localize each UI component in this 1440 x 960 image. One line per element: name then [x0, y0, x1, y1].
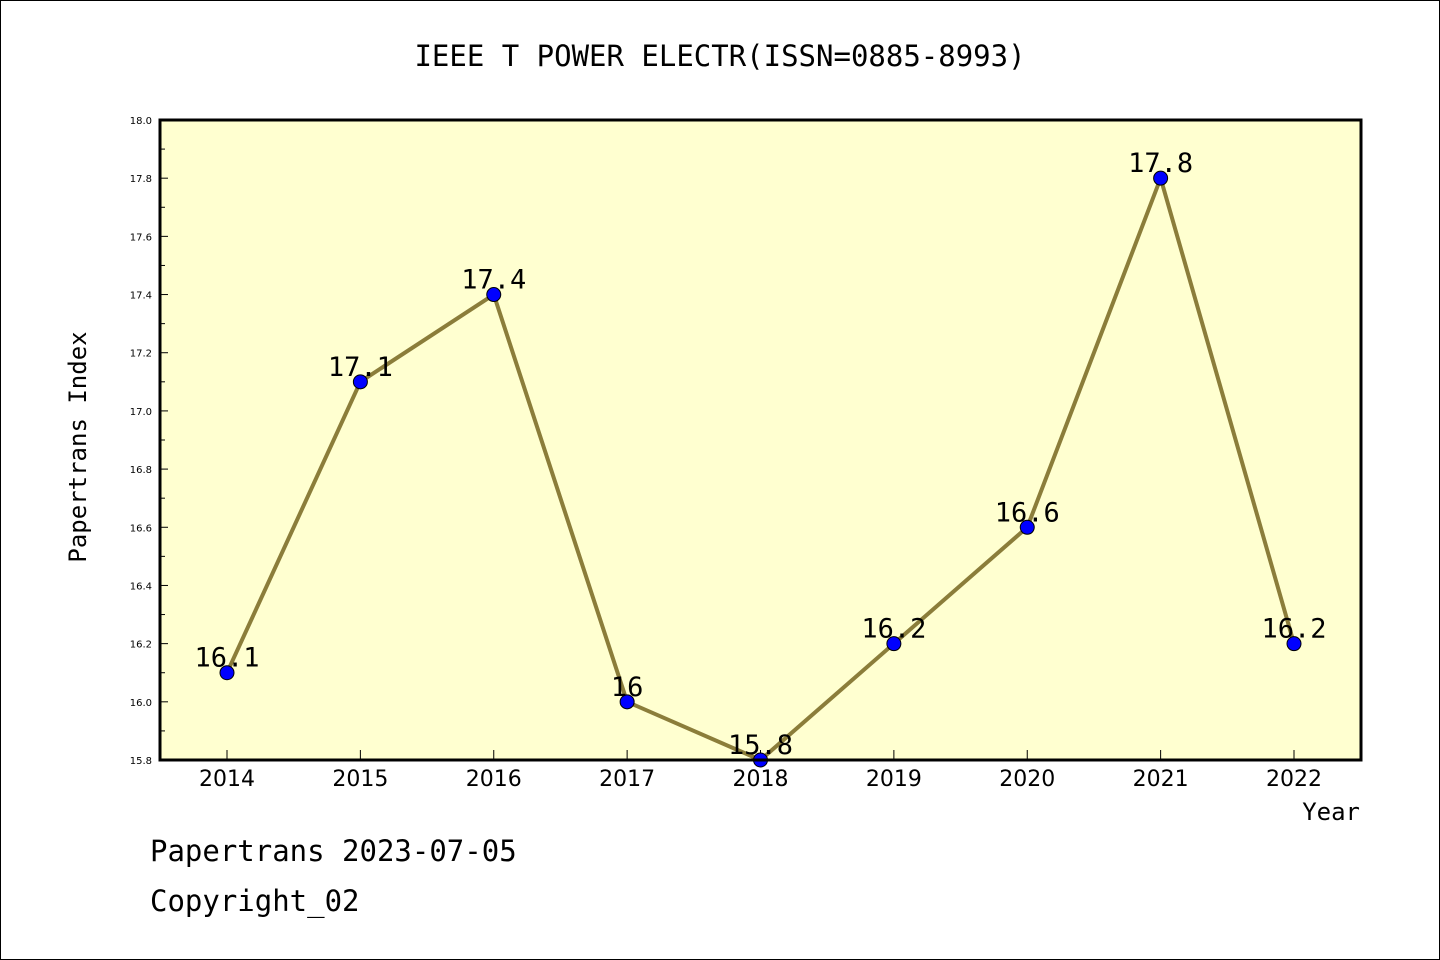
data-points — [219, 170, 1302, 768]
data-label: 17.1 — [328, 352, 393, 383]
x-tick-label: 2019 — [866, 767, 922, 792]
y-axis-label: Papertrans Index — [64, 331, 92, 562]
y-tick-label: 16.2 — [130, 640, 152, 651]
data-label: 16.2 — [1261, 614, 1326, 645]
y-tick-label: 17.6 — [130, 232, 152, 243]
data-label: 17.8 — [1128, 148, 1193, 179]
y-tick-label: 16.4 — [130, 581, 152, 592]
data-label: 16.1 — [194, 643, 259, 674]
y-tick-label: 17.4 — [130, 291, 152, 302]
x-axis: 2014 2015 2016 2017 2018 2019 2020 2021 2022 — [199, 750, 1322, 792]
y-tick-label: 16.0 — [130, 698, 152, 709]
data-point — [1153, 170, 1169, 186]
y-axis: 15.8 16.0 16.2 16.4 16.6 16.8 17.0 17.2 17.4 17.6… — [130, 116, 168, 767]
data-point — [486, 287, 502, 303]
plot-area — [160, 120, 1361, 760]
x-axis-label: Year — [1302, 798, 1360, 826]
y-tick-label: 17.2 — [130, 349, 152, 360]
data-point — [1019, 519, 1035, 535]
y-tick-label: 17.8 — [130, 174, 152, 185]
data-point — [886, 636, 902, 652]
y-tick-label: 18.0 — [130, 116, 152, 127]
data-point — [1286, 636, 1302, 652]
y-tick-label: 16.8 — [130, 465, 152, 476]
data-label: 16.6 — [995, 497, 1060, 528]
chart-title: IEEE T POWER ELECTR(ISSN=0885-8993) — [414, 39, 1025, 73]
footer-copyright: Copyright_02 — [150, 884, 360, 918]
x-tick-label: 2022 — [1266, 767, 1322, 792]
x-tick-label: 2017 — [599, 767, 655, 792]
data-labels: 16.1 17.1 17.4 16 15.8 16.2 16.6 17.8 16.2 — [194, 148, 1326, 761]
data-label: 15.8 — [728, 730, 793, 761]
x-tick-label: 2018 — [733, 767, 789, 792]
data-point — [352, 374, 368, 390]
data-label: 16 — [611, 672, 644, 703]
x-tick-label: 2014 — [199, 767, 255, 792]
data-point — [219, 665, 235, 681]
x-tick-label: 2021 — [1133, 767, 1189, 792]
footer-date: Papertrans 2023-07-05 — [150, 834, 517, 868]
data-point — [619, 694, 635, 710]
x-tick-label: 2016 — [466, 767, 522, 792]
y-tick-label: 16.6 — [130, 523, 152, 534]
data-label: 16.2 — [861, 614, 926, 645]
y-tick-label: 15.8 — [130, 756, 152, 767]
x-tick-label: 2015 — [332, 767, 388, 792]
data-label: 17.4 — [461, 265, 526, 296]
y-tick-label: 17.0 — [130, 407, 152, 418]
x-tick-label: 2020 — [999, 767, 1055, 792]
plot-border — [158, 118, 1363, 762]
